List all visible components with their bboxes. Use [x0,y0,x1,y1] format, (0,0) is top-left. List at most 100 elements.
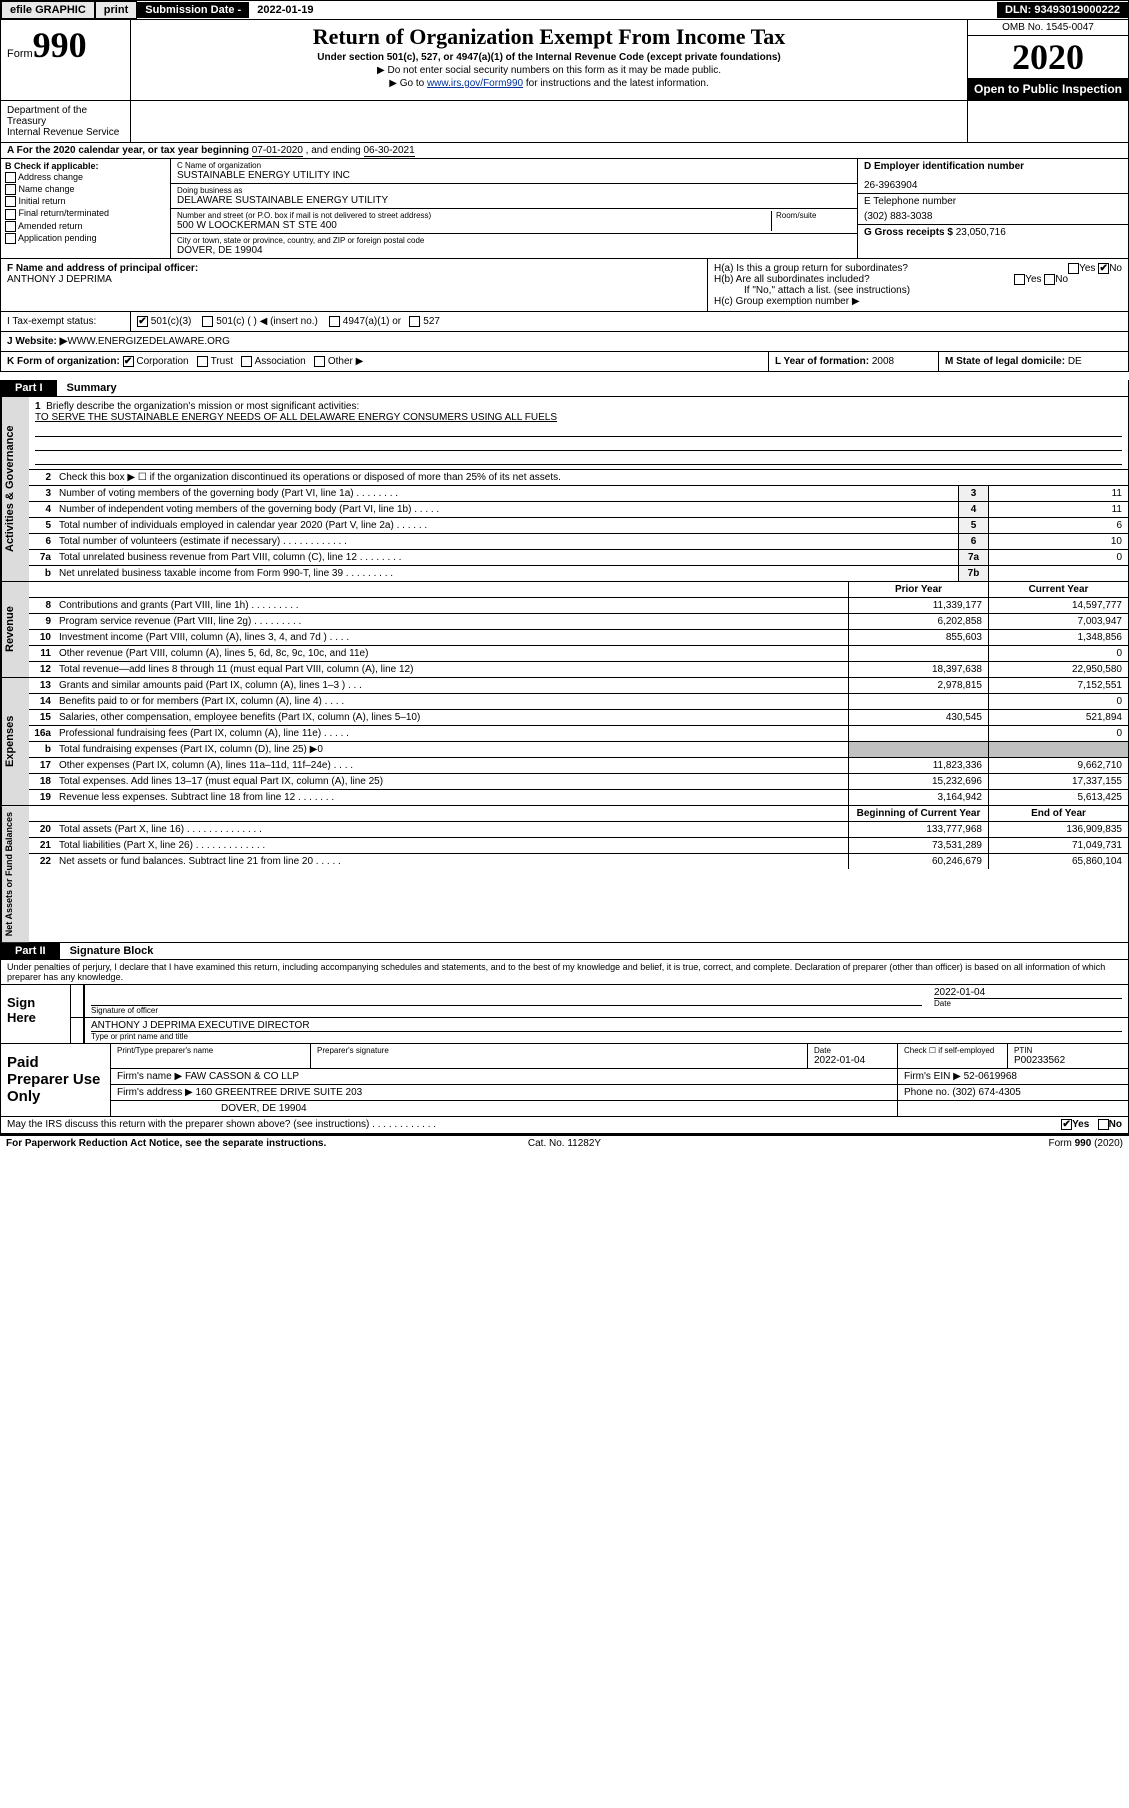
sign-date: 2022-01-04 [934,987,1122,998]
chk-addr[interactable]: Address change [5,172,166,183]
part1-header: Part I Summary [0,380,1129,397]
line-box: 7a [958,550,988,565]
part2-header: Part II Signature Block [0,943,1129,960]
chk-pending[interactable]: Application pending [5,233,166,244]
chk-assoc[interactable] [241,356,252,367]
ha-row: H(a) Is this a group return for subordin… [714,263,1122,274]
gov-line-4: 4Number of independent voting members of… [29,502,1128,518]
f-value: ANTHONY J DEPRIMA [7,274,701,285]
print-button[interactable]: print [95,1,137,19]
line-num: 18 [29,774,55,789]
line-val [988,566,1128,581]
sign-right: Signature of officer 2022-01-04 Date ANT… [71,985,1128,1043]
line-num: 22 [29,854,55,869]
line-desc: Professional fundraising fees (Part IX, … [55,726,848,741]
line-11: 11Other revenue (Part VIII, column (A), … [29,646,1128,662]
prep-row4: DOVER, DE 19904 [111,1101,1128,1116]
dept-treasury: Department of the Treasury [7,105,124,127]
line-num: 13 [29,678,55,693]
line-num: 14 [29,694,55,709]
prior-val: 73,531,289 [848,838,988,853]
chk-final[interactable]: Final return/terminated [5,208,166,219]
prior-val: 133,777,968 [848,822,988,837]
r1c1: Print/Type preparer's name [111,1044,311,1068]
j-value: WWW.ENERGIZEDELAWARE.ORG [67,336,230,347]
line-box: 5 [958,518,988,533]
chk-4947[interactable] [329,316,340,327]
line-desc: Number of voting members of the governin… [55,486,958,501]
hc-row: H(c) Group exemption number ▶ [714,296,1122,307]
curr-val: 136,909,835 [988,822,1128,837]
line-num: 8 [29,598,55,613]
main-info: B Check if applicable: Address change Na… [0,159,1129,259]
exp-side: Expenses [1,678,29,805]
net-hdr: Beginning of Current Year End of Year [29,806,1128,822]
chk-corp[interactable]: ✔ [123,356,134,367]
line-desc: Total number of individuals employed in … [55,518,958,533]
rev-block: Revenue Prior Year Current Year 8Contrib… [0,582,1129,678]
discuss-row: May the IRS discuss this return with the… [0,1117,1129,1133]
d-label: D Employer identification number [864,161,1122,172]
part2-tab: Part II [1,943,60,959]
line-num: 7a [29,550,55,565]
line-desc: Grants and similar amounts paid (Part IX… [55,678,848,693]
irs-link[interactable]: www.irs.gov/Form990 [427,78,523,89]
form-note2: ▶ Go to www.irs.gov/Form990 for instruct… [137,78,961,89]
note2-pre: ▶ Go to [389,78,427,89]
line-desc: Total liabilities (Part X, line 26) . . … [55,838,848,853]
dept-col: Department of the Treasury Internal Reve… [1,101,131,142]
chk-501c[interactable] [202,316,213,327]
curr-val: 1,348,856 [988,630,1128,645]
period-row: A For the 2020 calendar year, or tax yea… [0,143,1129,159]
discuss-no[interactable] [1098,1119,1109,1130]
korg-row: K Form of organization: ✔ Corporation Tr… [0,352,1129,372]
omb-number: OMB No. 1545-0047 [968,20,1128,36]
discuss-yesno: ✔Yes No [1061,1119,1122,1130]
discuss-yes[interactable]: ✔ [1061,1119,1072,1130]
curr-val: 17,337,155 [988,774,1128,789]
prep-row2: Firm's name ▶ FAW CASSON & CO LLP Firm's… [111,1069,1128,1085]
prep-right: Print/Type preparer's name Preparer's si… [111,1044,1128,1116]
r1c3: Date 2022-01-04 [808,1044,898,1068]
chk-name[interactable]: Name change [5,184,166,195]
line-22: 22Net assets or fund balances. Subtract … [29,854,1128,869]
curr-val: 0 [988,694,1128,709]
line-val: 0 [988,550,1128,565]
line-10: 10Investment income (Part VIII, column (… [29,630,1128,646]
line-9: 9Program service revenue (Part VIII, lin… [29,614,1128,630]
chk-initial[interactable]: Initial return [5,196,166,207]
chk-527[interactable] [409,316,420,327]
line-num: 12 [29,662,55,677]
gov-side: Activities & Governance [1,397,29,581]
prep-row1: Print/Type preparer's name Preparer's si… [111,1044,1128,1069]
prior-val: 60,246,679 [848,854,988,869]
curr-val: 65,860,104 [988,854,1128,869]
chk-amended[interactable]: Amended return [5,221,166,232]
r1c5: PTIN P00233562 [1008,1044,1128,1068]
line-17: 17Other expenses (Part IX, column (A), l… [29,758,1128,774]
line-desc: Net unrelated business taxable income fr… [55,566,958,581]
sign-row2: ANTHONY J DEPRIMA EXECUTIVE DIRECTOR Typ… [71,1018,1128,1043]
curr-val: 71,049,731 [988,838,1128,853]
city-value: DOVER, DE 19904 [177,245,851,256]
prior-grey [848,742,988,757]
chk-501c3[interactable]: ✔ [137,316,148,327]
dba-cell: Doing business as DELAWARE SUSTAINABLE E… [171,184,857,209]
prep-block: Paid Preparer Use Only Print/Type prepar… [0,1044,1129,1117]
chk-other[interactable] [314,356,325,367]
dba-value: DELAWARE SUSTAINABLE ENERGY UTILITY [177,195,851,206]
line-desc: Total assets (Part X, line 16) . . . . .… [55,822,848,837]
line-desc: Total fundraising expenses (Part IX, col… [55,742,848,757]
sign-row1: Signature of officer 2022-01-04 Date [71,985,1128,1018]
line-val: 6 [988,518,1128,533]
net-side: Net Assets or Fund Balances [1,806,29,942]
gov-line-b: bNet unrelated business taxable income f… [29,566,1128,581]
g-value: 23,050,716 [956,227,1006,238]
note2-post: for instructions and the latest informat… [523,78,709,89]
l2-desc: Check this box ▶ ☐ if the organization d… [55,470,1128,485]
phone-cell: E Telephone number (302) 883-3038 [858,194,1128,225]
dln: DLN: 93493019000222 [997,2,1128,18]
chk-trust[interactable] [197,356,208,367]
line-12: 12Total revenue—add lines 8 through 11 (… [29,662,1128,677]
exp-content: 13Grants and similar amounts paid (Part … [29,678,1128,805]
